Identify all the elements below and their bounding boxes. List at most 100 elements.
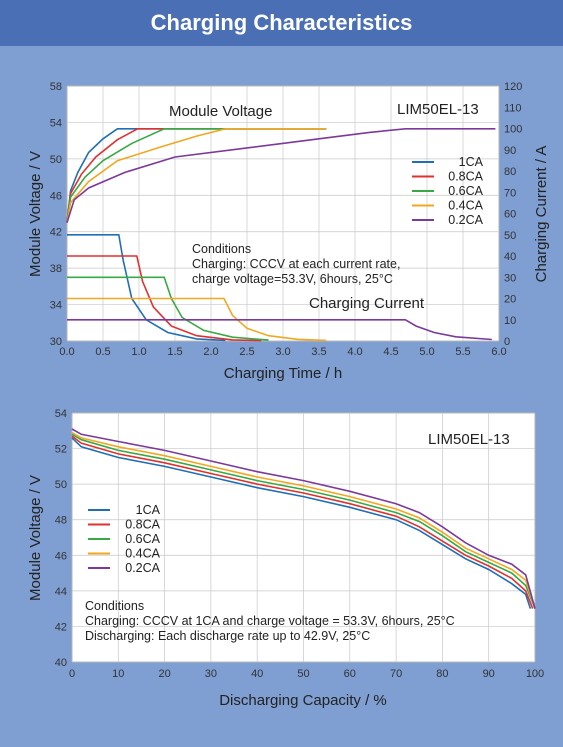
y-right-tick-label: 20 bbox=[504, 294, 516, 306]
x-tick-label: 20 bbox=[158, 668, 170, 680]
x-tick-label: 80 bbox=[436, 668, 448, 680]
x-tick-label: 2.0 bbox=[203, 346, 218, 358]
y-right-tick-label: 90 bbox=[504, 145, 516, 157]
x-tick-label: 0 bbox=[69, 668, 75, 680]
x-tick-label: 3.5 bbox=[311, 346, 326, 358]
current-line-0.6CA bbox=[67, 276, 269, 341]
y-left-tick-label: 54 bbox=[50, 117, 62, 129]
x-tick-label: 0.5 bbox=[95, 346, 110, 358]
y-tick-label: 40 bbox=[55, 657, 67, 669]
y-tick-label: 48 bbox=[55, 515, 67, 527]
x-tick-label: 4.5 bbox=[383, 346, 398, 358]
legend-label: 0.6CA bbox=[448, 184, 483, 198]
x-tick-label: 1.0 bbox=[131, 346, 146, 358]
y-left-tick-label: 30 bbox=[50, 336, 62, 348]
conditions-line-1: Charging: CCCV at 1CA and charge voltage… bbox=[85, 614, 455, 628]
legend-label: 0.4CA bbox=[448, 199, 483, 213]
current-line-1CA bbox=[67, 234, 226, 342]
y-left-tick-label: 38 bbox=[50, 263, 62, 275]
x-tick-label: 90 bbox=[483, 668, 495, 680]
voltage-line-0.6CA bbox=[66, 127, 327, 223]
series-lines bbox=[71, 428, 536, 609]
legend-label: 0.2CA bbox=[125, 561, 160, 575]
voltage-annotation: Module Voltage bbox=[169, 103, 272, 120]
y-left-tick-label: 42 bbox=[50, 227, 62, 239]
legend-label: 0.8CA bbox=[125, 518, 160, 532]
current-line-0.4CA bbox=[67, 297, 327, 342]
y-tick-label: 44 bbox=[55, 586, 67, 598]
conditions-line-2: Discharging: Each discharge rate up to 4… bbox=[85, 629, 370, 643]
discharge-line-0.6CA bbox=[71, 433, 536, 609]
x-tick-label: 60 bbox=[344, 668, 356, 680]
y-tick-label: 54 bbox=[55, 408, 67, 420]
y-left-tick-label: 58 bbox=[50, 81, 62, 93]
conditions-line-2: charge voltage=53.3V, 6hours, 25°C bbox=[192, 272, 393, 286]
y-right-tick-label: 80 bbox=[504, 166, 516, 178]
x-axis-label: Discharging Capacity / % bbox=[219, 692, 387, 709]
series-lines bbox=[66, 127, 496, 342]
y-tick-label: 52 bbox=[55, 444, 67, 456]
y-left-tick-label: 34 bbox=[50, 300, 62, 312]
x-tick-label: 2.5 bbox=[239, 346, 254, 358]
x-tick-label: 6.0 bbox=[491, 346, 506, 358]
voltage-line-0.2CA bbox=[66, 127, 496, 223]
y-right-tick-label: 120 bbox=[504, 81, 522, 93]
x-axis-label: Charging Time / h bbox=[224, 365, 342, 382]
discharge-line-0.8CA bbox=[71, 435, 534, 609]
y-axis-label: Module Voltage / V bbox=[27, 475, 44, 601]
tick-labels: 0.0 0.5 1.0 1.5 2.0 2.5 3.0 3.5 4.0 4.5 5.0 5.5 6.0 3… bbox=[50, 81, 523, 358]
y-right-tick-label: 30 bbox=[504, 272, 516, 284]
y-axis-label-left: Module Voltage / V bbox=[27, 151, 44, 277]
discharge-line-0.4CA bbox=[71, 431, 536, 609]
x-tick-label: 50 bbox=[297, 668, 309, 680]
y-right-tick-label: 70 bbox=[504, 187, 516, 199]
x-tick-label: 5.5 bbox=[455, 346, 470, 358]
x-tick-label: 0.0 bbox=[59, 346, 74, 358]
y-right-tick-label: 60 bbox=[504, 209, 516, 221]
discharging-chart: 0 10 20 30 40 50 60 70 80 90 100 40 42 44 46 48 50 52 54 L… bbox=[27, 408, 544, 709]
page-title: Charging Characteristics bbox=[0, 0, 563, 46]
legend-label: 1CA bbox=[459, 155, 484, 169]
voltage-line-1CA bbox=[66, 127, 327, 223]
y-axis-label-right: Charging Current / A bbox=[533, 146, 550, 283]
voltage-line-0.8CA bbox=[66, 127, 327, 223]
y-right-tick-label: 110 bbox=[504, 102, 522, 114]
y-right-tick-label: 10 bbox=[504, 315, 516, 327]
y-right-tick-label: 40 bbox=[504, 251, 516, 263]
x-tick-label: 3.0 bbox=[275, 346, 290, 358]
legend-label: 0.2CA bbox=[448, 213, 483, 227]
x-tick-label: 10 bbox=[112, 668, 124, 680]
y-tick-label: 50 bbox=[55, 479, 67, 491]
x-tick-label: 40 bbox=[251, 668, 263, 680]
tick-labels: 0 10 20 30 40 50 60 70 80 90 100 40 42 44 46 48 50 52 54 bbox=[55, 408, 544, 680]
y-left-tick-label: 46 bbox=[50, 190, 62, 202]
x-tick-label: 1.5 bbox=[167, 346, 182, 358]
conditions-title: Conditions bbox=[85, 599, 144, 613]
current-line-0.8CA bbox=[67, 255, 262, 342]
x-tick-label: 30 bbox=[205, 668, 217, 680]
y-tick-label: 46 bbox=[55, 550, 67, 562]
current-annotation: Charging Current bbox=[309, 295, 425, 312]
y-right-tick-label: 0 bbox=[504, 336, 510, 348]
discharge-line-0.2CA bbox=[71, 428, 536, 609]
y-left-tick-label: 50 bbox=[50, 154, 62, 166]
current-line-0.2CA bbox=[67, 319, 492, 341]
y-right-tick-label: 50 bbox=[504, 230, 516, 242]
legend-label: 0.4CA bbox=[125, 547, 160, 561]
voltage-line-0.4CA bbox=[66, 127, 327, 223]
x-tick-label: 4.0 bbox=[347, 346, 362, 358]
x-tick-label: 100 bbox=[526, 668, 544, 680]
legend-label: 0.8CA bbox=[448, 170, 483, 184]
conditions-title: Conditions bbox=[192, 242, 251, 256]
model-label: LIM50EL-13 bbox=[397, 101, 479, 118]
legend-label: 0.6CA bbox=[125, 532, 160, 546]
model-label: LIM50EL-13 bbox=[428, 431, 510, 448]
legend-label: 1CA bbox=[136, 503, 161, 517]
conditions-line-1: Charging: CCCV at each current rate, bbox=[192, 257, 400, 271]
charging-chart: 0.0 0.5 1.0 1.5 2.0 2.5 3.0 3.5 4.0 4.5 5.0 5.5 6.0 3… bbox=[27, 81, 550, 382]
x-tick-label: 5.0 bbox=[419, 346, 434, 358]
y-tick-label: 42 bbox=[55, 621, 67, 633]
x-tick-label: 70 bbox=[390, 668, 402, 680]
